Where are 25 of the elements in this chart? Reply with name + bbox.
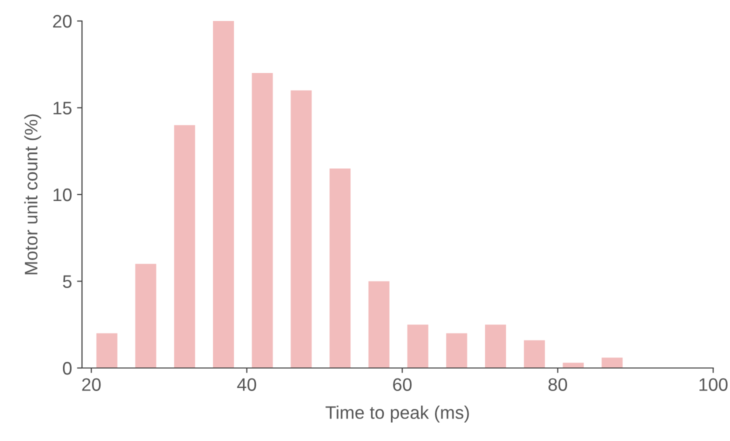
bar [368, 281, 390, 368]
x-tick-label: 60 [393, 378, 412, 391]
x-tick-label: 40 [237, 378, 256, 391]
x-tick-label: 20 [82, 378, 101, 391]
y-tick-label: 0 [62, 362, 72, 375]
bar [524, 340, 545, 368]
bar [330, 168, 351, 368]
bar [135, 264, 156, 368]
bar [290, 90, 312, 368]
bar [485, 324, 506, 368]
y-tick-label: 15 [54, 102, 72, 114]
bar [446, 333, 468, 368]
y-tick-label: 5 [62, 275, 72, 288]
x-tick-label: 80 [548, 378, 568, 391]
bar [252, 73, 273, 368]
bar [602, 358, 623, 368]
bar [174, 125, 196, 368]
y-axis-title: Motor unit count (%) [24, 114, 42, 274]
bar [407, 324, 428, 368]
bar [212, 21, 234, 368]
y-tick-label: 10 [54, 188, 72, 202]
x-tick-label: 100 [700, 378, 728, 391]
y-tick-label: 20 [53, 14, 72, 28]
bar [96, 333, 118, 368]
x-axis-title: Time to peak (ms) [326, 406, 469, 422]
